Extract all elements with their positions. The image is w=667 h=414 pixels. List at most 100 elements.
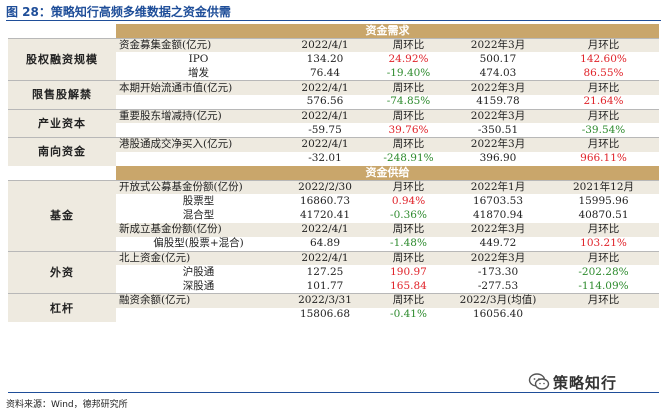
table-cell: 月环比 (548, 136, 659, 152)
table-row: 576.56 -74.85% 4159.78 21.64% (8, 95, 659, 109)
table-cell: 4159.78 (476, 95, 520, 108)
table-cell: 142.60% (580, 52, 627, 65)
table-cell: 576.56 (306, 95, 344, 108)
table-row: -32.01 -248.91% 396.90 966.11% (8, 152, 659, 166)
table-cell: 周环比 (369, 136, 448, 152)
table-cell: -248.91% (383, 152, 434, 165)
table-cell: 月环比 (548, 37, 659, 53)
table-cell: 月环比 (548, 222, 659, 237)
demand-section-title: 资金需求 (116, 24, 659, 39)
row-label: 增发 (188, 66, 209, 79)
table-cell: -0.41% (390, 308, 427, 321)
table-cell: -277.53 (477, 279, 519, 292)
table-cell: 周环比 (369, 222, 448, 237)
row-label: 新成立基金份额(亿份) (116, 222, 281, 237)
table-cell: 21.64% (583, 95, 624, 108)
table-cell: 2022/4/1 (281, 222, 369, 237)
table-cell: 190.97 (390, 265, 427, 278)
category-label: 杠杆 (8, 293, 116, 322)
table-cell: -32.01 (308, 152, 342, 165)
table-cell: 39.76% (388, 123, 429, 136)
row-label: 资金募集金额(亿元) (116, 37, 281, 53)
table-cell: 103.21% (580, 237, 627, 250)
table-row: 外资 北上资金(亿元) 2022/4/1 周环比 2022年3月 月环比 (8, 250, 659, 294)
category-label: 基金 (8, 179, 116, 251)
table-cell: 2021年12月 (548, 179, 659, 195)
table-cell: 周环比 (369, 293, 448, 308)
table-cell: 16860.73 (299, 194, 351, 207)
table-cell: 周环比 (369, 250, 448, 266)
table-cell: 2022年3月 (448, 37, 548, 53)
table-cell: 2022年3月 (448, 136, 548, 152)
table-cell: -202.28% (578, 265, 629, 278)
table-cell: 月环比 (548, 108, 659, 124)
table-row: 股权融资规模 资金募集金额(亿元) 2022/4/1 周环比 2022年3月 月环比 (8, 37, 659, 81)
table-cell: 2022/4/1 (281, 136, 369, 152)
row-label (116, 308, 281, 322)
table-row: 偏股型(股票+混合) 64.89 -1.48% 449.72 103.21% (8, 237, 659, 251)
supply-section-title: 资金供给 (116, 165, 659, 181)
row-label (116, 95, 281, 109)
row-label: 港股通成交净买入(亿元) (116, 136, 281, 152)
funds-table: 资金需求 股权融资规模 资金募集金额(亿元) 2022/4/1 周环比 2022年3月 月环… (8, 24, 659, 322)
table-cell: 474.03 (479, 66, 517, 79)
table-cell: -19.40% (386, 66, 431, 79)
table-cell: 周环比 (369, 80, 448, 95)
table-cell: 2022/4/1 (281, 37, 369, 53)
category-label: 限售股解禁 (8, 80, 116, 110)
table-row: 增发 76.44 -19.40% 474.03 86.55% (8, 67, 659, 81)
table-cell: 16056.40 (472, 308, 524, 321)
bottom-rule (8, 392, 659, 393)
row-label: 本期开始流通市值(亿元) (116, 80, 281, 95)
table-cell: 月环比 (548, 293, 659, 308)
row-label: 混合型 (182, 209, 215, 222)
table-row: 混合型 41720.41 -0.36% 41870.94 40870.51 (8, 208, 659, 222)
table-cell: 2022/2/30 (281, 179, 369, 195)
table-cell: -114.09% (578, 279, 629, 292)
row-label (116, 123, 281, 137)
table-cell: 86.55% (583, 66, 624, 79)
table-cell: 41720.41 (299, 209, 351, 222)
table-cell: 0.94% (391, 194, 426, 207)
table-cell: 15806.68 (299, 308, 351, 321)
table-row: 南向资金 港股通成交净买入(亿元) 2022/4/1 周环比 2022年3月 月环比 (8, 136, 659, 166)
table-cell: 月环比 (369, 179, 448, 195)
table-cell: 2022年3月 (448, 108, 548, 124)
table-cell: 2022/4/1 (281, 80, 369, 95)
watermark: 策略知行 (528, 371, 617, 393)
table-row: 15806.68 -0.41% 16056.40 (8, 308, 659, 322)
table-cell: 2022/3月(均值) (448, 293, 548, 308)
table-row: 沪股通 127.25 190.97 -173.30 -202.28% (8, 265, 659, 279)
table-row: 限售股解禁 本期开始流通市值(亿元) 2022/4/1 周环比 2022年3月 月环比 (8, 80, 659, 110)
row-label: 北上资金(亿元) (116, 250, 281, 266)
table-cell: 2022年3月 (448, 250, 548, 266)
row-label: 开放式公募基金份额(亿份) (116, 179, 281, 195)
table-cell: 127.25 (306, 265, 344, 278)
table-cell: 2022/4/1 (281, 108, 369, 124)
table-cell: 周环比 (369, 37, 448, 53)
table-cell: 41870.94 (472, 209, 524, 222)
row-label: 股票型 (182, 194, 215, 207)
table-cell: 500.17 (479, 52, 517, 65)
title-rule (6, 20, 661, 21)
table-cell: 396.90 (479, 152, 517, 165)
table-row: 杠杆 融资余额(亿元) 2022/3/31 周环比 2022/3月(均值) 月环比 (8, 293, 659, 322)
row-label: 偏股型(股票+混合) (153, 237, 244, 250)
table-cell: 月环比 (548, 250, 659, 266)
row-label (116, 152, 281, 166)
table-cell: 101.77 (306, 279, 344, 292)
category-label: 外资 (8, 250, 116, 294)
table-row: 产业资本 重要股东增减持(亿元) 2022/4/1 周环比 2022年3月 月环比 (8, 108, 659, 138)
table-cell: 周环比 (369, 108, 448, 124)
category-label: 南向资金 (8, 136, 116, 166)
table-row: 基金 开放式公募基金份额(亿份) 2022/2/30 月环比 2022年1月 2021年1… (8, 179, 659, 251)
blank-cell (8, 24, 116, 39)
row-label: 深股通 (182, 279, 215, 292)
table-cell: 134.20 (306, 52, 344, 65)
table-cell: 2022年3月 (448, 80, 548, 95)
table-row: 新成立基金份额(亿份) 2022/4/1 周环比 2022年3月 月环比 (8, 222, 659, 237)
table-cell: -74.85% (386, 95, 431, 108)
source-note: 资料来源：Wind，德邦研究所 (6, 400, 128, 410)
table-cell: -350.51 (477, 123, 519, 136)
table-cell: -1.48% (390, 237, 427, 250)
